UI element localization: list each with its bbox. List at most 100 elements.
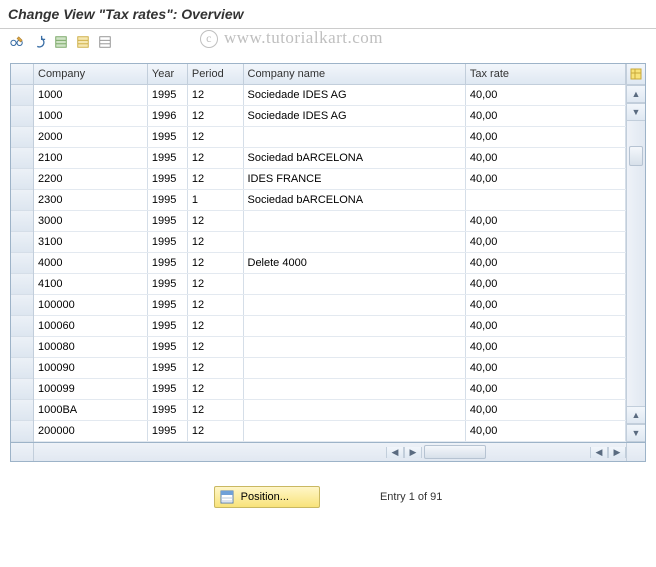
col-header-period[interactable]: Period: [187, 64, 243, 85]
cell-year[interactable]: [147, 274, 187, 295]
input-company[interactable]: [38, 275, 143, 293]
row-selector[interactable]: [11, 379, 33, 400]
input-year[interactable]: [152, 275, 183, 293]
vertical-scrollbar[interactable]: ▲ ▼ ▲ ▼: [626, 64, 645, 442]
row-selector[interactable]: [11, 400, 33, 421]
cell-period[interactable]: [187, 421, 243, 442]
input-year[interactable]: [152, 338, 183, 356]
hscroll-thumb[interactable]: [424, 445, 486, 459]
cell-company[interactable]: [34, 211, 147, 232]
input-company_name[interactable]: [248, 128, 461, 146]
input-period[interactable]: [192, 86, 239, 104]
input-tax_rate[interactable]: [470, 275, 621, 293]
input-period[interactable]: [192, 149, 239, 167]
input-tax_rate[interactable]: [470, 128, 621, 146]
input-tax_rate[interactable]: [470, 191, 621, 209]
row-selector[interactable]: [11, 358, 33, 379]
cell-tax_rate[interactable]: [465, 190, 625, 211]
horizontal-scrollbar[interactable]: ◀ ▶ ◀ ▶: [10, 443, 646, 462]
cell-period[interactable]: [187, 106, 243, 127]
cell-company_name[interactable]: [243, 274, 465, 295]
scroll-track[interactable]: [627, 121, 645, 406]
cell-period[interactable]: [187, 127, 243, 148]
cell-period[interactable]: [187, 358, 243, 379]
col-header-tax-rate[interactable]: Tax rate: [465, 64, 625, 85]
input-period[interactable]: [192, 191, 239, 209]
input-company[interactable]: [38, 317, 143, 335]
cell-tax_rate[interactable]: [465, 400, 625, 421]
hscroll-right-2[interactable]: ▶: [608, 447, 626, 458]
cell-company[interactable]: [34, 337, 147, 358]
input-company[interactable]: [38, 401, 143, 419]
undo-button[interactable]: [30, 33, 48, 51]
cell-year[interactable]: [147, 358, 187, 379]
cell-company[interactable]: [34, 232, 147, 253]
input-year[interactable]: [152, 233, 183, 251]
cell-company_name[interactable]: [243, 127, 465, 148]
cell-company_name[interactable]: [243, 148, 465, 169]
scroll-down-button[interactable]: ▼: [627, 424, 645, 442]
cell-period[interactable]: [187, 400, 243, 421]
cell-company_name[interactable]: [243, 379, 465, 400]
input-company_name[interactable]: [248, 422, 461, 440]
input-company[interactable]: [38, 254, 143, 272]
input-year[interactable]: [152, 254, 183, 272]
input-year[interactable]: [152, 149, 183, 167]
cell-year[interactable]: [147, 169, 187, 190]
input-company[interactable]: [38, 191, 143, 209]
input-company[interactable]: [38, 107, 143, 125]
cell-company[interactable]: [34, 85, 147, 106]
cell-period[interactable]: [187, 232, 243, 253]
cell-period[interactable]: [187, 295, 243, 316]
input-tax_rate[interactable]: [470, 338, 621, 356]
input-company[interactable]: [38, 296, 143, 314]
input-company_name[interactable]: [248, 317, 461, 335]
input-tax_rate[interactable]: [470, 380, 621, 398]
cell-company_name[interactable]: [243, 232, 465, 253]
input-period[interactable]: [192, 212, 239, 230]
cell-company[interactable]: [34, 316, 147, 337]
input-year[interactable]: [152, 107, 183, 125]
row-selector-header[interactable]: [11, 64, 33, 85]
row-selector[interactable]: [11, 190, 33, 211]
cell-tax_rate[interactable]: [465, 211, 625, 232]
input-period[interactable]: [192, 401, 239, 419]
cell-period[interactable]: [187, 211, 243, 232]
select-block-button[interactable]: [74, 33, 92, 51]
cell-company[interactable]: [34, 148, 147, 169]
cell-year[interactable]: [147, 337, 187, 358]
input-year[interactable]: [152, 191, 183, 209]
input-period[interactable]: [192, 380, 239, 398]
scroll-thumb[interactable]: [629, 146, 643, 166]
input-period[interactable]: [192, 359, 239, 377]
input-company[interactable]: [38, 212, 143, 230]
cell-company_name[interactable]: [243, 106, 465, 127]
input-period[interactable]: [192, 422, 239, 440]
cell-tax_rate[interactable]: [465, 253, 625, 274]
row-selector[interactable]: [11, 148, 33, 169]
input-year[interactable]: [152, 317, 183, 335]
input-year[interactable]: [152, 359, 183, 377]
input-company_name[interactable]: [248, 149, 461, 167]
scroll-down-step-button[interactable]: ▼: [627, 103, 645, 121]
cell-year[interactable]: [147, 127, 187, 148]
input-period[interactable]: [192, 317, 239, 335]
row-selector[interactable]: [11, 274, 33, 295]
input-company[interactable]: [38, 170, 143, 188]
hscroll-track[interactable]: [422, 443, 590, 461]
cell-tax_rate[interactable]: [465, 232, 625, 253]
input-company_name[interactable]: [248, 275, 461, 293]
cell-company_name[interactable]: [243, 400, 465, 421]
row-selector[interactable]: [11, 316, 33, 337]
input-year[interactable]: [152, 86, 183, 104]
input-period[interactable]: [192, 107, 239, 125]
cell-period[interactable]: [187, 274, 243, 295]
cell-company_name[interactable]: [243, 295, 465, 316]
cell-company[interactable]: [34, 127, 147, 148]
scroll-up-step-button[interactable]: ▲: [627, 406, 645, 424]
cell-year[interactable]: [147, 106, 187, 127]
cell-company_name[interactable]: [243, 211, 465, 232]
cell-year[interactable]: [147, 253, 187, 274]
cell-year[interactable]: [147, 211, 187, 232]
cell-year[interactable]: [147, 295, 187, 316]
